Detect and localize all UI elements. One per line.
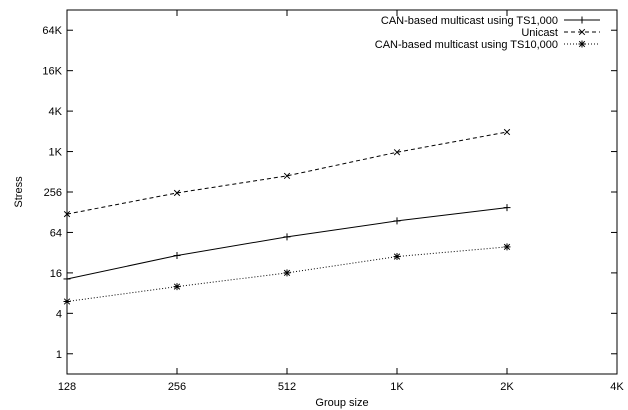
y-tick-label: 64K xyxy=(42,25,62,37)
marker-stroke xyxy=(393,253,401,260)
data-point xyxy=(503,204,511,212)
series-group xyxy=(63,128,511,306)
series-line xyxy=(66,207,508,280)
legend-item: Unicast xyxy=(521,27,600,39)
data-point xyxy=(503,243,511,251)
data-point xyxy=(393,149,401,156)
marker-stroke xyxy=(503,128,511,136)
marker-stroke xyxy=(283,269,291,277)
y-tick-label: 16K xyxy=(42,66,62,78)
series-line xyxy=(66,246,508,302)
plot-frame xyxy=(66,9,618,375)
y-tick-label: 1 xyxy=(56,349,62,361)
y-tick-label: 1K xyxy=(49,147,63,159)
data-point xyxy=(173,189,181,197)
x-tick-label: 128 xyxy=(58,381,76,393)
x-axis-ticks: 128 256 512 1K 2K 4K xyxy=(58,10,624,393)
marker-stroke xyxy=(393,149,401,156)
data-point xyxy=(63,298,71,306)
series-cross xyxy=(63,128,511,218)
marker-stroke xyxy=(173,283,181,290)
marker-stroke xyxy=(503,243,511,251)
legend-item: CAN-based multicast using TS10,000 xyxy=(375,39,600,51)
y-axis-title: Stress xyxy=(13,176,25,208)
legend-label: Unicast xyxy=(521,27,558,39)
x-tick-label: 2K xyxy=(500,381,514,393)
data-point xyxy=(503,128,511,136)
data-point xyxy=(63,275,71,283)
data-point xyxy=(173,252,181,260)
y-tick-label: 4K xyxy=(49,106,63,118)
data-point xyxy=(283,172,291,180)
data-point xyxy=(283,233,291,241)
marker-stroke xyxy=(63,298,71,305)
y-tick-label: 16 xyxy=(50,268,62,280)
legend-marker xyxy=(578,28,586,36)
legend-label: CAN-based multicast using TS1,000 xyxy=(381,15,558,27)
legend: CAN-based multicast using TS1,000Unicast… xyxy=(375,15,600,51)
x-tick-label: 512 xyxy=(278,381,296,393)
x-tick-label: 1K xyxy=(390,381,404,393)
x-tick-label: 4K xyxy=(610,381,624,393)
legend-marker xyxy=(578,40,586,48)
legend-label: CAN-based multicast using TS10,000 xyxy=(375,39,558,51)
marker-stroke xyxy=(578,28,586,36)
series-line xyxy=(66,131,508,215)
legend-marker xyxy=(578,16,586,24)
data-point xyxy=(173,283,181,291)
marker-stroke xyxy=(63,210,71,218)
y-axis-ticks: 1 4 16 64 256 1K 4K 16K 64K xyxy=(42,25,617,361)
data-point xyxy=(283,269,291,277)
legend-item: CAN-based multicast using TS1,000 xyxy=(381,15,600,27)
data-point xyxy=(393,217,401,225)
series-plus xyxy=(63,204,511,283)
marker-stroke xyxy=(173,189,181,197)
marker-stroke xyxy=(283,172,291,180)
data-point xyxy=(393,253,401,261)
x-axis-title: Group size xyxy=(315,397,368,409)
data-point xyxy=(63,210,71,218)
y-tick-label: 64 xyxy=(50,227,62,239)
y-tick-label: 256 xyxy=(44,187,62,199)
marker-stroke xyxy=(578,40,586,48)
y-tick-label: 4 xyxy=(56,308,62,320)
series-star xyxy=(63,243,511,306)
x-tick-label: 256 xyxy=(168,381,186,393)
